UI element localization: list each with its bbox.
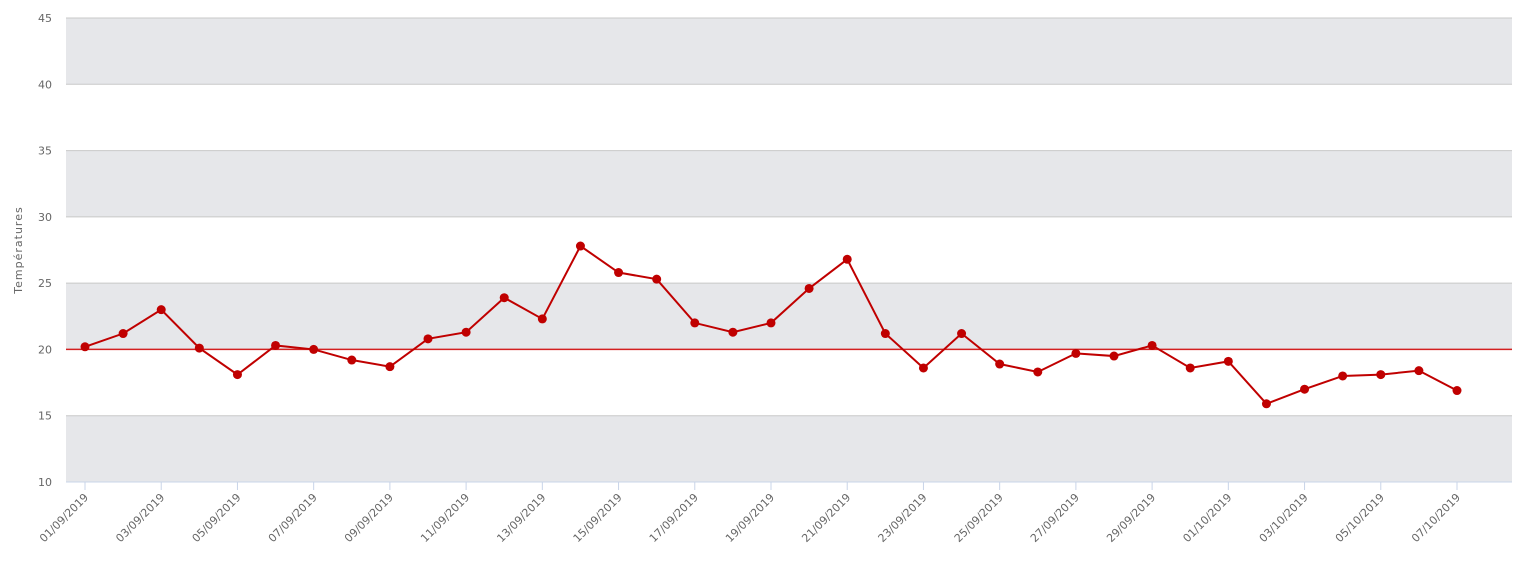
x-tick-label: 07/09/2019 xyxy=(266,491,320,545)
data-point xyxy=(957,329,967,339)
data-point xyxy=(1109,351,1119,361)
data-point xyxy=(156,305,166,315)
data-point xyxy=(118,329,128,339)
x-tick-label: 13/09/2019 xyxy=(494,491,548,545)
x-tick-label: 19/09/2019 xyxy=(723,491,777,545)
plot-band xyxy=(66,150,1512,217)
data-point xyxy=(232,370,242,380)
x-tick-label: 09/09/2019 xyxy=(342,491,396,545)
data-point xyxy=(804,283,814,293)
y-tick-label: 45 xyxy=(38,12,52,25)
data-point xyxy=(1033,367,1043,377)
x-tick-label: 05/10/2019 xyxy=(1333,491,1387,545)
x-tick-label: 05/09/2019 xyxy=(190,491,244,545)
y-tick-label: 35 xyxy=(38,145,52,158)
x-tick-label: 15/09/2019 xyxy=(571,491,625,545)
data-point xyxy=(1071,348,1081,358)
y-tick-label: 25 xyxy=(38,277,52,290)
data-point xyxy=(1147,340,1157,350)
data-point xyxy=(1185,363,1195,373)
data-point xyxy=(385,362,395,372)
data-point xyxy=(347,355,357,365)
data-point xyxy=(537,314,547,324)
data-point xyxy=(728,327,738,337)
x-tick-label: 23/09/2019 xyxy=(876,491,930,545)
data-point xyxy=(499,293,509,303)
y-tick-label: 15 xyxy=(38,410,52,423)
data-point xyxy=(995,359,1005,369)
y-tick-label: 30 xyxy=(38,211,52,224)
y-tick-label: 20 xyxy=(38,343,52,356)
data-point xyxy=(194,343,204,353)
data-point xyxy=(1261,399,1271,409)
data-point xyxy=(1300,384,1310,394)
x-tick-label: 01/09/2019 xyxy=(37,491,91,545)
plot-band xyxy=(66,18,1512,85)
y-axis-label: Températures xyxy=(12,206,25,294)
x-tick-label: 27/09/2019 xyxy=(1028,491,1082,545)
data-point xyxy=(1223,356,1233,366)
data-point xyxy=(690,318,700,328)
data-point xyxy=(842,254,852,264)
data-point xyxy=(614,268,624,278)
x-tick-label: 03/09/2019 xyxy=(113,491,167,545)
data-point xyxy=(1376,370,1386,380)
data-point xyxy=(423,334,433,344)
data-point xyxy=(880,329,890,339)
x-tick-label: 07/10/2019 xyxy=(1409,491,1463,545)
data-point xyxy=(80,342,90,352)
data-point xyxy=(461,327,471,337)
plot-band xyxy=(66,415,1512,482)
y-tick-label: 10 xyxy=(38,476,52,489)
plot-band xyxy=(66,283,1512,350)
data-point xyxy=(309,344,319,354)
data-point xyxy=(918,363,928,373)
data-point xyxy=(1452,386,1462,396)
x-tick-label: 25/09/2019 xyxy=(952,491,1006,545)
x-tick-label: 03/10/2019 xyxy=(1257,491,1311,545)
data-point xyxy=(1338,371,1348,381)
x-tick-label: 29/09/2019 xyxy=(1104,491,1158,545)
y-tick-label: 40 xyxy=(38,78,52,91)
x-tick-label: 17/09/2019 xyxy=(647,491,701,545)
data-point xyxy=(1414,366,1424,376)
data-point xyxy=(271,340,281,350)
x-tick-label: 21/09/2019 xyxy=(799,491,853,545)
x-tick-label: 01/10/2019 xyxy=(1180,491,1234,545)
data-point xyxy=(575,241,585,251)
x-tick-label: 11/09/2019 xyxy=(418,491,472,545)
data-point xyxy=(652,274,662,284)
data-point xyxy=(766,318,776,328)
